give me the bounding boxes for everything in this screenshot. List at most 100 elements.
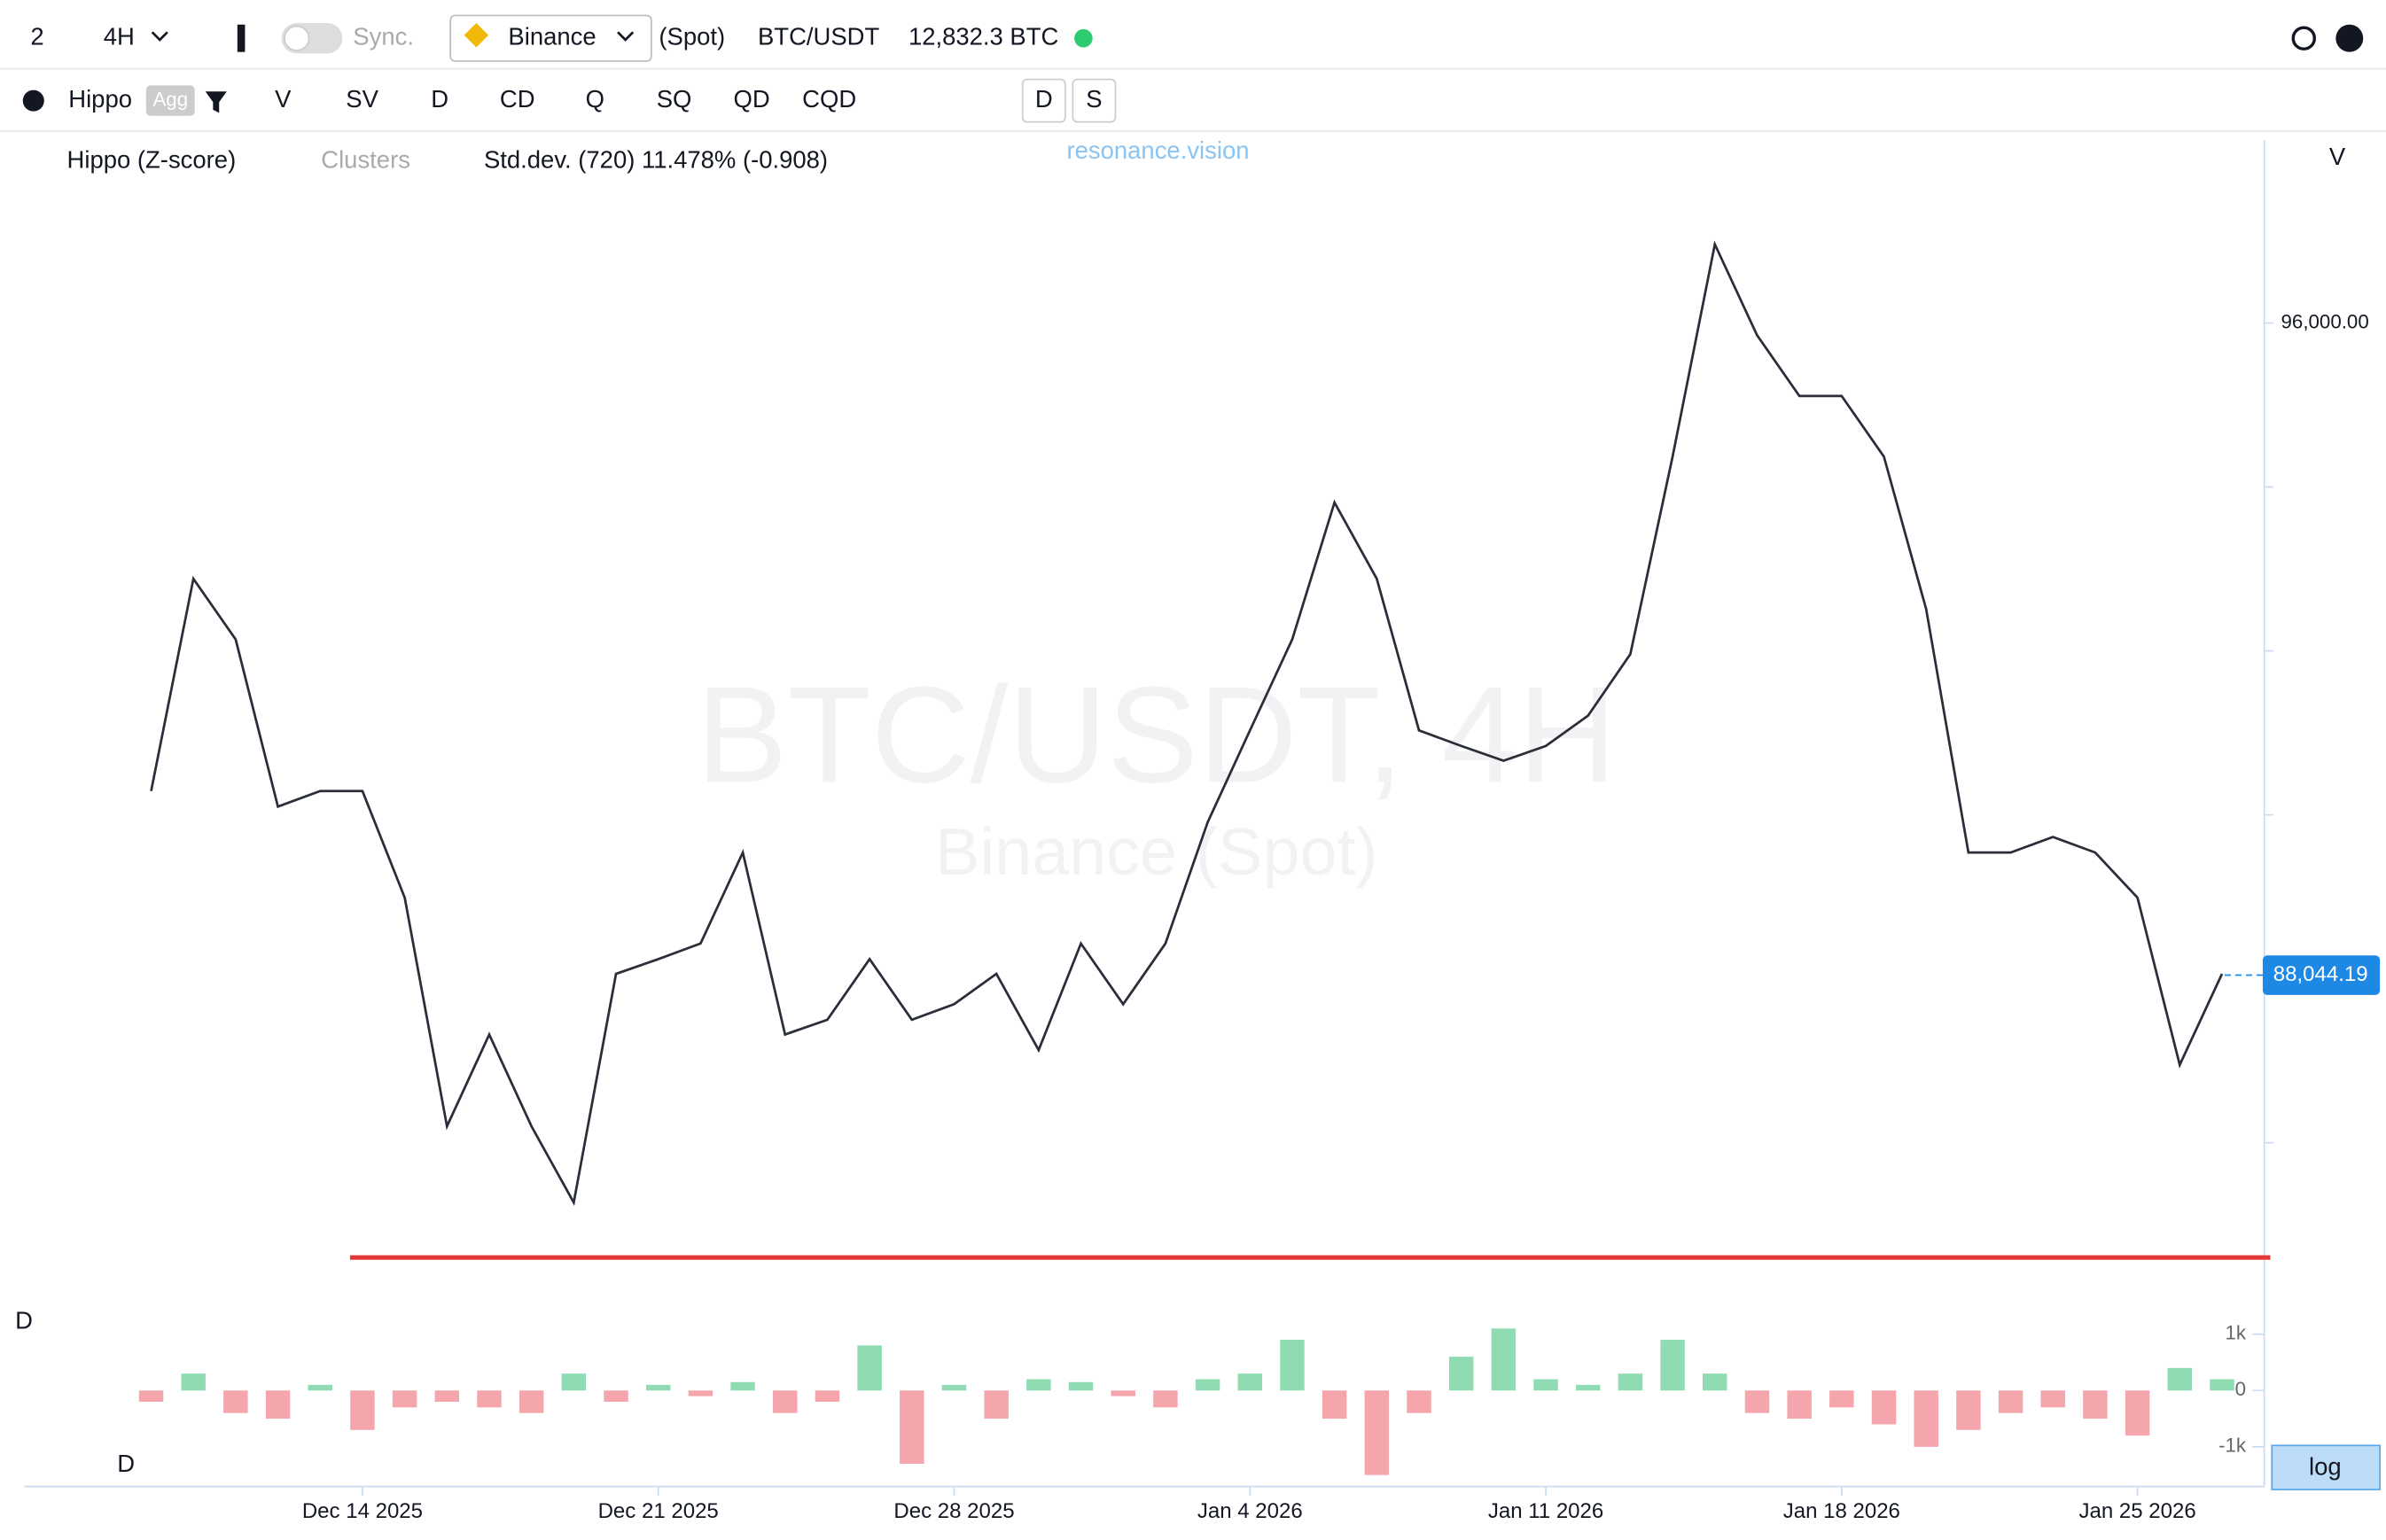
x-tick-label: Dec 28 2025 <box>893 1499 1014 1523</box>
delta-bar <box>900 1390 924 1464</box>
settings-button[interactable] <box>22 89 44 112</box>
delta-bar <box>773 1390 798 1413</box>
delta-bar <box>519 1390 544 1413</box>
last-price-label: 88,044.19 <box>2273 962 2368 986</box>
brand: resonance.vision <box>1066 136 1249 164</box>
share-button[interactable] <box>2291 26 2317 51</box>
legend-item[interactable]: Std.dev. (720) 11.478% (-0.908) <box>484 146 828 174</box>
last-price-badge <box>2262 955 2381 995</box>
indicator-button[interactable]: D <box>431 85 448 113</box>
x-tick-label: Dec 14 2025 <box>302 1499 423 1523</box>
indicator-name: Hippo <box>68 85 132 113</box>
delta-bar <box>857 1345 882 1391</box>
top-toolbar: 2 4H Sync. Binance (Spot) BTC/USDT 12,83… <box>30 14 2364 62</box>
delta-bar <box>984 1390 1009 1419</box>
delta-bar <box>138 1390 164 1402</box>
chevron <box>151 31 168 42</box>
indicator-button[interactable]: SQ <box>657 85 692 113</box>
indicator-button[interactable]: SV <box>346 85 378 113</box>
delta-bar <box>815 1390 840 1402</box>
delta-bar <box>477 1390 502 1408</box>
y-tick-label: 0 <box>2235 1378 2246 1400</box>
x-tick-label: Jan 25 2026 <box>2078 1499 2195 1523</box>
delta-bar <box>1111 1390 1135 1396</box>
delta-bar <box>1871 1390 1897 1425</box>
delta-bar <box>2210 1379 2234 1391</box>
symbol: BTC/USDT <box>758 22 879 50</box>
delta-bar <box>1407 1390 1431 1413</box>
exchange-select[interactable] <box>449 14 652 62</box>
layout-button[interactable]: 2 <box>30 22 43 50</box>
interval-select[interactable]: 4H <box>104 22 135 50</box>
toggle-button[interactable] <box>1021 78 1066 123</box>
indicator-button[interactable]: Q <box>586 85 604 113</box>
price-line <box>150 240 2224 1207</box>
delta-bar <box>434 1390 460 1402</box>
legend-item[interactable]: Clusters <box>321 146 410 174</box>
y-tick-label: 1k <box>2225 1322 2246 1344</box>
log-button[interactable] <box>2271 1444 2381 1490</box>
delta-bar <box>1491 1328 1517 1391</box>
delta-bar <box>1322 1390 1347 1419</box>
delta-bar <box>1280 1340 1305 1391</box>
legend: Hippo (Z-score) Clusters Std.dev. (720) … <box>67 136 2346 173</box>
delta-bar <box>1026 1379 1051 1391</box>
x-tick-label: Jan 4 2026 <box>1197 1499 1303 1523</box>
delta-bar <box>181 1373 206 1391</box>
delta-bar <box>1153 1390 1178 1408</box>
toggle-button[interactable] <box>1072 78 1117 123</box>
delta-bar <box>1068 1381 1094 1391</box>
filter-icon[interactable] <box>205 91 227 113</box>
watermark: BTC/USDT, 4H <box>696 657 1617 811</box>
indicator-button[interactable]: CD <box>500 85 535 113</box>
delta-bar <box>1787 1390 1812 1419</box>
market: (Spot) <box>659 22 725 50</box>
delta-bar <box>2125 1390 2150 1436</box>
y-tick-label: -1k <box>2218 1435 2247 1457</box>
help-button[interactable] <box>2335 24 2364 52</box>
sync-label: Sync. <box>353 22 414 50</box>
volume: 12,832.3 BTC <box>908 22 1058 50</box>
delta-bar <box>1237 1373 1263 1391</box>
agg-badge[interactable] <box>145 85 195 116</box>
indicator-button[interactable]: V <box>275 85 292 113</box>
y-tick-label: 96,000.00 <box>2281 310 2369 332</box>
delta-bar <box>265 1390 291 1419</box>
delta-bar <box>1448 1357 1474 1391</box>
panel-label: D <box>15 1306 33 1334</box>
delta-bar <box>941 1384 967 1391</box>
indicator-button[interactable]: QD <box>734 85 770 113</box>
delta-bar <box>2040 1390 2065 1408</box>
delta-bar <box>1703 1373 1727 1391</box>
delta-bar <box>1195 1379 1220 1391</box>
chevron <box>617 31 635 42</box>
delta-bar <box>1364 1390 1390 1475</box>
x-tick-label: Jan 18 2026 <box>1783 1499 1900 1523</box>
toggle-knob <box>284 25 310 51</box>
delta-bar <box>561 1373 587 1391</box>
delta-bar <box>1618 1373 1643 1391</box>
exchange: Binance <box>508 22 596 50</box>
delta-bar <box>1744 1390 1770 1413</box>
delta-bar <box>1533 1379 1558 1391</box>
legend-item[interactable]: Hippo (Z-score) <box>67 146 237 174</box>
x-tick-label: Dec 21 2025 <box>598 1499 719 1523</box>
agg-label: Agg <box>152 88 188 110</box>
delta-bar <box>1829 1390 1854 1408</box>
delta-bar <box>223 1390 248 1413</box>
log-label: log <box>2309 1452 2342 1480</box>
delta-bar <box>2167 1367 2193 1391</box>
binance-logo <box>464 23 489 48</box>
indicator-button[interactable]: CQD <box>802 85 856 113</box>
delta-bar <box>730 1381 755 1391</box>
x-tick-label: Jan 11 2026 <box>1488 1499 1603 1523</box>
delta-bar <box>604 1390 628 1402</box>
delta-bar <box>308 1384 332 1391</box>
toggle-label: S <box>1086 85 1102 113</box>
delta-bar <box>2083 1390 2108 1419</box>
delta-bar <box>645 1384 671 1391</box>
delta-bar <box>350 1390 375 1430</box>
delta-bar <box>688 1390 713 1396</box>
